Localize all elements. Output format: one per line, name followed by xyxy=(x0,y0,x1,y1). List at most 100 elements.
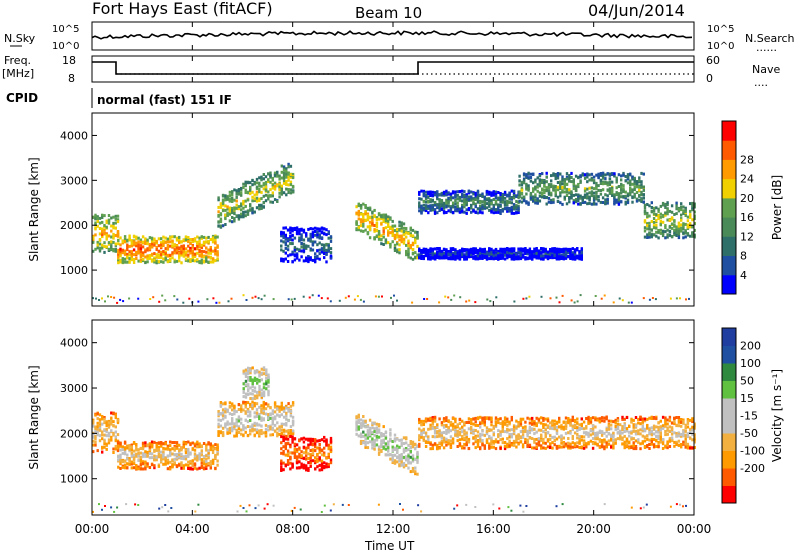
scatter-cell xyxy=(633,185,636,189)
scatter-cell xyxy=(451,247,455,251)
nsearch-label: N.Search xyxy=(745,32,795,45)
scatter-cell xyxy=(597,195,600,199)
scatter-cell xyxy=(205,236,208,240)
scatter-cell xyxy=(657,230,660,234)
scatter-cell xyxy=(568,188,571,192)
scatter-cell xyxy=(629,193,632,197)
scatter-cell xyxy=(233,422,236,426)
scatter-cell xyxy=(198,245,201,249)
scatter-cell xyxy=(387,218,390,222)
scatter-cell xyxy=(405,436,408,440)
scatter-cell xyxy=(293,456,297,459)
scatter-cell xyxy=(629,172,632,176)
scatter-cell xyxy=(488,253,491,257)
scatter-cell xyxy=(357,225,360,229)
scatter-cell xyxy=(309,236,312,240)
scatter-cell xyxy=(497,208,500,212)
scatter-cell xyxy=(542,254,545,258)
scatter-cell xyxy=(424,200,428,204)
scatter-cell xyxy=(626,194,630,198)
scatter-cell xyxy=(518,179,521,183)
scatter-cell xyxy=(411,243,415,247)
scatter-cell xyxy=(568,179,571,183)
scatter-cell xyxy=(373,439,376,443)
scatter-cell xyxy=(278,428,281,432)
scatter-cell xyxy=(196,251,199,255)
scatter-cell xyxy=(278,191,281,195)
scatter-cell xyxy=(205,460,208,464)
scatter-cell xyxy=(393,433,397,437)
scatter-cell xyxy=(595,202,598,206)
scatter-cell xyxy=(396,299,398,302)
scatter-cell xyxy=(329,239,333,243)
scatter-cell xyxy=(280,164,283,168)
scatter-cell xyxy=(476,211,480,215)
scatter-cell xyxy=(537,256,541,260)
scatter-cell xyxy=(323,232,326,236)
scatter-cell xyxy=(309,227,312,231)
scatter-cell xyxy=(592,196,596,200)
scatter-cell xyxy=(246,410,250,414)
scatter-cell xyxy=(427,204,430,208)
scatter-cell xyxy=(139,455,143,459)
scatter-cell xyxy=(282,436,285,440)
scatter-cell xyxy=(556,188,560,191)
scatter-cell xyxy=(267,428,270,432)
scatter-cell xyxy=(463,210,466,214)
scatter-cell xyxy=(631,200,634,204)
scatter-cell xyxy=(675,297,678,300)
scatter-cell xyxy=(642,196,645,200)
scatter-cell xyxy=(461,195,464,199)
scatter-cell xyxy=(112,447,115,451)
scatter-cell xyxy=(364,419,367,423)
scatter-cell xyxy=(461,203,464,207)
scatter-cell xyxy=(396,456,399,460)
scatter-cell xyxy=(689,222,692,226)
scatter-cell xyxy=(130,443,133,447)
scatter-cell xyxy=(305,246,308,250)
scatter-cell xyxy=(141,240,145,244)
scatter-cell xyxy=(613,173,616,177)
scatter-cell xyxy=(150,237,154,241)
scatter-cell xyxy=(262,182,265,186)
scatter-cell xyxy=(273,198,277,202)
scatter-cell xyxy=(141,251,145,255)
scatter-cell xyxy=(300,233,303,237)
scatter-cell xyxy=(533,250,536,254)
scatter-cell xyxy=(295,466,299,470)
scatter-cell xyxy=(377,435,381,439)
scatter-cell xyxy=(221,209,225,213)
scatter-cell xyxy=(424,253,428,257)
scatter-cell xyxy=(187,447,190,451)
scatter-cell xyxy=(436,247,439,250)
scatter-cell xyxy=(414,238,417,242)
scatter-cell xyxy=(110,240,113,244)
scatter-cell xyxy=(411,234,415,238)
scatter-cell xyxy=(137,247,140,251)
scatter-cell xyxy=(503,257,507,261)
scatter-cell xyxy=(146,450,149,454)
scatter-cell xyxy=(497,257,500,261)
scatter-cell xyxy=(470,195,473,199)
scatter-cell xyxy=(121,451,124,455)
scatter-cell xyxy=(390,296,392,299)
scatter-cell xyxy=(599,178,603,182)
scatter-cell xyxy=(198,445,201,449)
scatter-cell xyxy=(240,409,243,413)
scatter-cell xyxy=(359,229,363,233)
scatter-cell xyxy=(538,178,542,182)
scatter-cell xyxy=(456,197,459,201)
scatter-cell xyxy=(456,190,459,194)
scatter-cell xyxy=(307,468,310,472)
scatter-cell xyxy=(571,256,574,260)
scatter-cell xyxy=(189,238,192,241)
scatter-cell xyxy=(171,458,174,462)
scatter-cell xyxy=(289,431,293,434)
scatter-cell xyxy=(175,259,179,263)
scatter-cell xyxy=(293,249,297,253)
scatter-cell xyxy=(242,199,245,203)
scatter-cell xyxy=(101,233,104,237)
scatter-cell xyxy=(384,214,388,218)
scatter-cell xyxy=(368,206,372,210)
scatter-cell xyxy=(456,251,459,255)
